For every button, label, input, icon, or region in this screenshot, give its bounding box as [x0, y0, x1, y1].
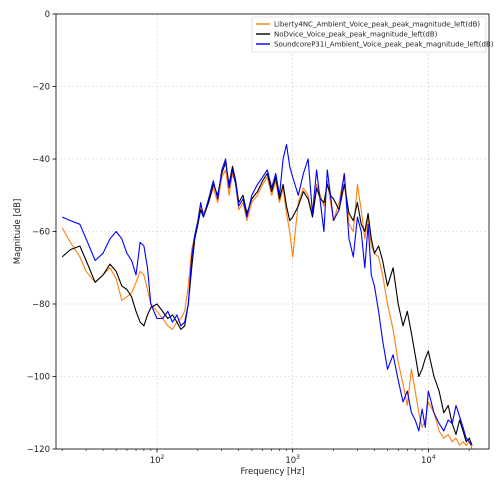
y-tick-label: −40	[32, 155, 50, 165]
y-tick-label: 0	[45, 10, 50, 20]
x-axis-ticks: 102 103 104	[61, 449, 470, 466]
series-line-1	[61, 162, 473, 446]
y-tick-label: −100	[27, 373, 50, 383]
y-tick-label: −120	[27, 445, 50, 455]
legend: Liberty4NC_Ambient_Voice_peak_peak_magni…	[251, 16, 494, 53]
legend-box	[251, 16, 487, 53]
legend-entry: NoDvice_Voice_peak_peak_magnitude_left(d…	[274, 31, 438, 39]
x-tick-label: 104	[421, 454, 436, 466]
y-axis-label: Magnitude [dB]	[13, 199, 23, 265]
y-axis-ticks: 0 −20 −40 −60 −80 −100 −120	[27, 10, 56, 455]
y-tick-label: −60	[32, 228, 50, 238]
series-layer	[61, 143, 473, 450]
legend-entry: Liberty4NC_Ambient_Voice_peak_peak_magni…	[274, 21, 480, 29]
y-tick-label: −80	[32, 300, 50, 310]
legend-entry: SoundcoreP31i_Ambient_Voice_peak_peak_ma…	[274, 41, 494, 49]
x-axis-label: Frequency [Hz]	[240, 467, 304, 477]
x-tick-label: 103	[285, 454, 300, 466]
x-tick-label: 102	[150, 454, 165, 466]
series-line-0	[61, 169, 473, 450]
y-tick-label: −20	[32, 83, 50, 93]
series-line-2	[61, 143, 473, 446]
